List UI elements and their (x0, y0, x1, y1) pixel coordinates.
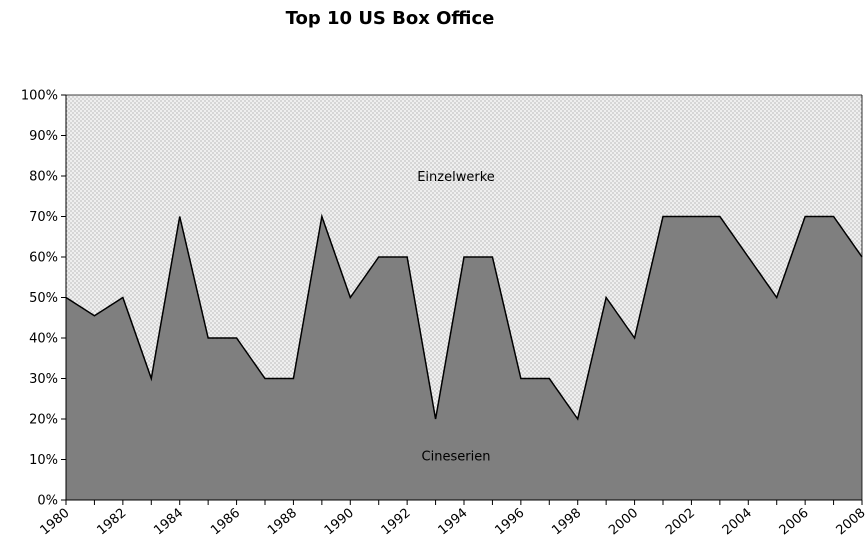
series-label-einzelwerke: Einzelwerke (417, 170, 495, 185)
y-tick-label: 20% (29, 413, 58, 428)
x-tick-label: 2008 (834, 506, 868, 539)
x-tick-label: 1988 (265, 506, 300, 539)
series-area-cineserien (66, 216, 862, 500)
y-tick-label: 10% (29, 453, 58, 468)
x-tick-label: 1984 (151, 506, 186, 539)
x-tick-label: 2004 (720, 506, 755, 539)
y-tick-label: 40% (29, 332, 58, 347)
chart-title: Top 10 US Box Office (285, 8, 495, 29)
series-boundary-line (65, 213, 863, 421)
x-tick-label: 1982 (94, 506, 129, 539)
y-tick-label: 0% (37, 494, 58, 509)
y-tick-label: 80% (29, 170, 58, 185)
x-tick-label: 1980 (38, 506, 73, 539)
x-tick-label: 1996 (492, 506, 527, 539)
x-tick-label: 1986 (208, 506, 243, 539)
plot-area (65, 95, 863, 500)
y-tick-label: 70% (29, 210, 58, 225)
x-tick-label: 1998 (549, 506, 584, 539)
x-tick-label: 1990 (322, 506, 357, 539)
y-tick-label: 100% (21, 89, 58, 104)
y-tick-label: 30% (29, 372, 58, 387)
x-tick-label: 1992 (379, 506, 414, 539)
x-tick-label: 2006 (777, 506, 812, 539)
y-tick-label: 60% (29, 251, 58, 266)
x-tick-label: 1994 (436, 506, 471, 539)
y-tick-label: 90% (29, 129, 58, 144)
x-tick-label: 2002 (663, 506, 698, 539)
series-label-cineserien: Cineserien (422, 449, 491, 464)
y-tick-label: 50% (29, 291, 58, 306)
x-tick-label: 2000 (606, 506, 641, 539)
